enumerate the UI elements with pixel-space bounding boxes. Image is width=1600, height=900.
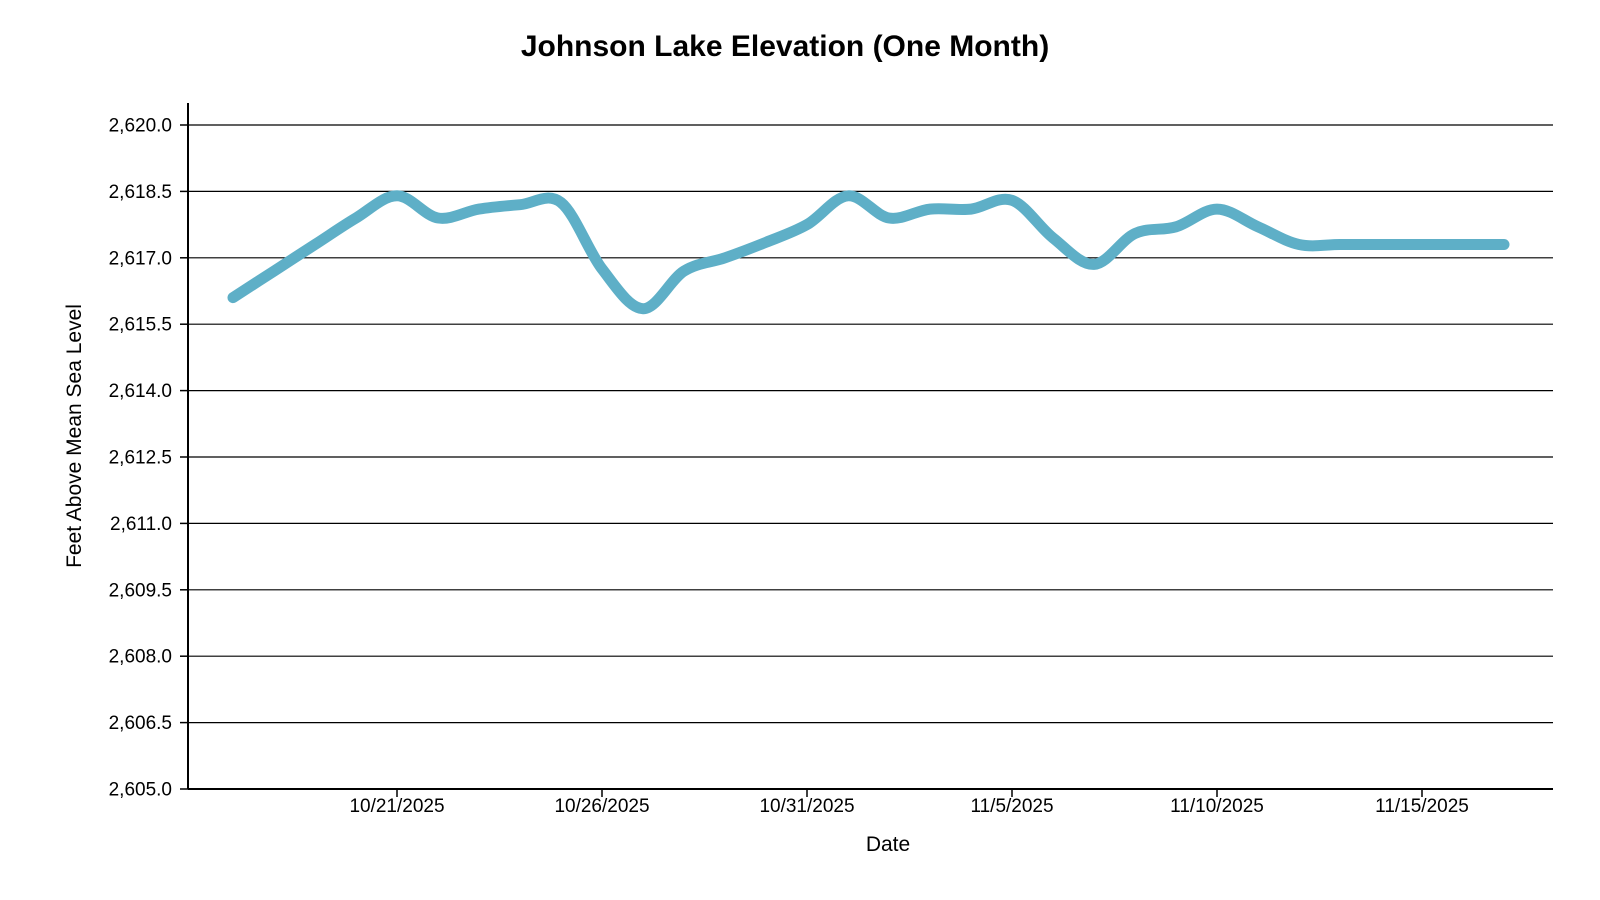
y-tick-label: 2,611.0 bbox=[110, 514, 172, 535]
y-tick-label: 2,608.0 bbox=[109, 647, 172, 668]
y-tick-label: 2,606.5 bbox=[109, 713, 172, 734]
y-tick-label: 2,609.5 bbox=[109, 580, 172, 601]
x-axis-title: Date bbox=[865, 833, 911, 856]
y-tick-label: 2,620.0 bbox=[109, 116, 172, 137]
x-tick-label: 10/26/2025 bbox=[554, 796, 649, 817]
y-tick-label: 2,614.0 bbox=[109, 381, 172, 402]
y-tick-label: 2,612.5 bbox=[109, 448, 172, 469]
x-tick-label: 11/5/2025 bbox=[970, 796, 1053, 817]
y-tick-label: 2,605.0 bbox=[109, 780, 172, 801]
x-tick-label: 11/10/2025 bbox=[1170, 796, 1264, 817]
elevation-line bbox=[227, 190, 1510, 315]
y-tick-label: 2,617.0 bbox=[109, 248, 172, 269]
x-tick-label: 11/15/2025 bbox=[1375, 796, 1469, 817]
y-tick-label: 2,618.5 bbox=[109, 182, 172, 203]
chart-title: Johnson Lake Elevation (One Month) bbox=[520, 30, 1050, 63]
y-tick-label: 2,615.5 bbox=[109, 315, 172, 336]
x-tick-label: 10/31/2025 bbox=[759, 796, 854, 817]
x-tick-label: 10/21/2025 bbox=[349, 796, 444, 817]
